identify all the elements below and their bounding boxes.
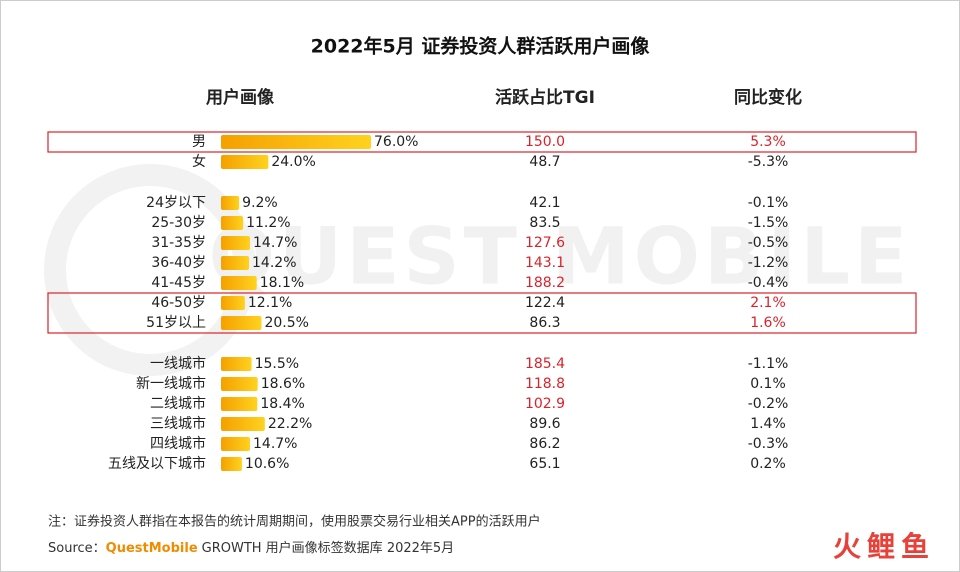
row-label: 51岁以上 — [146, 315, 206, 331]
tgi: 127.6 — [525, 235, 565, 251]
row-label: 二线城市 — [150, 395, 206, 412]
yoy: -0.2% — [748, 396, 789, 412]
row-label: 36-40岁 — [151, 255, 206, 271]
yoy: 1.4% — [750, 416, 786, 432]
tgi: 86.2 — [529, 436, 560, 452]
yoy: -0.4% — [748, 275, 789, 291]
yoy: 0.1% — [750, 376, 786, 392]
value-label: 14.2% — [252, 255, 296, 271]
bar — [221, 155, 269, 169]
value-label: 24.0% — [271, 154, 315, 170]
tgi: 185.4 — [525, 356, 565, 372]
source-brand: QuestMobile — [106, 541, 198, 556]
bar — [221, 417, 265, 431]
yoy: -0.5% — [748, 235, 789, 251]
highlight-box — [47, 292, 917, 334]
value-label: 10.6% — [245, 456, 289, 472]
bar — [221, 196, 240, 210]
tgi: 143.1 — [525, 255, 565, 271]
note: 注：证券投资人群指在本报告的统计周期期间，使用股票交易行业相关APP的活跃用户 — [48, 514, 541, 530]
row-label: 五线及以下城市 — [108, 455, 206, 472]
row-label: 24岁以下 — [146, 195, 206, 211]
bar — [221, 316, 262, 330]
tgi: 83.5 — [529, 215, 560, 231]
value-label: 76.0% — [374, 134, 418, 150]
row-label: 男 — [192, 134, 206, 150]
bar — [221, 256, 250, 270]
logo: 火鲤鱼 — [833, 530, 935, 563]
bar — [221, 276, 257, 290]
yoy: 1.6% — [750, 315, 786, 331]
watermark: QUEST MOBILE — [209, 212, 912, 302]
tgi: 89.6 — [529, 416, 560, 432]
column-header: 同比变化 — [734, 87, 802, 108]
tgi: 65.1 — [529, 456, 560, 472]
value-label: 15.5% — [255, 356, 299, 372]
value-label: 14.7% — [253, 235, 297, 251]
row-label: 新一线城市 — [136, 375, 206, 392]
bar — [221, 135, 371, 149]
yoy: 0.2% — [750, 456, 786, 472]
row-label: 三线城市 — [150, 415, 206, 432]
bar — [221, 397, 258, 411]
tgi: 150.0 — [525, 134, 565, 150]
value-label: 14.7% — [253, 436, 297, 452]
yoy: -5.3% — [748, 154, 789, 170]
value-label: 12.1% — [248, 295, 292, 311]
source: Source：QuestMobile GROWTH 用户画像标签数据库 2022年… — [48, 540, 454, 556]
tgi: 188.2 — [525, 275, 565, 291]
bar — [221, 296, 245, 310]
value-label: 20.5% — [264, 315, 308, 331]
bar — [221, 236, 251, 250]
source-prefix: Source： — [48, 541, 106, 556]
tgi: 48.7 — [529, 154, 560, 170]
tgi: 86.3 — [529, 315, 560, 331]
row-label: 46-50岁 — [151, 295, 206, 311]
value-label: 18.4% — [260, 396, 304, 412]
tgi: 122.4 — [525, 295, 565, 311]
yoy: -1.1% — [748, 356, 789, 372]
yoy: -0.1% — [748, 195, 789, 211]
tgi: 118.8 — [525, 376, 565, 392]
highlight-box — [47, 131, 917, 153]
tgi: 42.1 — [529, 195, 560, 211]
chart-title: 2022年5月 证券投资人群活跃用户画像 — [311, 35, 651, 58]
row-label: 25-30岁 — [151, 215, 206, 231]
value-label: 22.2% — [268, 416, 312, 432]
value-label: 18.6% — [261, 376, 305, 392]
bar — [221, 457, 242, 471]
value-label: 11.2% — [246, 215, 290, 231]
yoy: 2.1% — [750, 295, 786, 311]
column-header: 用户画像 — [206, 87, 275, 108]
row-label: 四线城市 — [150, 435, 206, 452]
bar — [221, 437, 251, 451]
column-header: 活跃占比TGI — [495, 87, 595, 108]
yoy: 5.3% — [750, 134, 786, 150]
row-label: 女 — [192, 153, 206, 170]
row-label: 41-45岁 — [151, 275, 206, 291]
yoy: -0.3% — [748, 436, 789, 452]
bar — [221, 357, 252, 371]
bar — [221, 377, 258, 391]
bar — [221, 216, 244, 230]
source-rest: GROWTH 用户画像标签数据库 2022年5月 — [202, 540, 455, 556]
row-label: 一线城市 — [150, 355, 206, 372]
tgi: 102.9 — [525, 396, 565, 412]
value-label: 18.1% — [260, 275, 304, 291]
yoy: -1.2% — [748, 255, 789, 271]
row-label: 31-35岁 — [151, 235, 206, 251]
value-label: 9.2% — [242, 195, 278, 211]
yoy: -1.5% — [748, 215, 789, 231]
